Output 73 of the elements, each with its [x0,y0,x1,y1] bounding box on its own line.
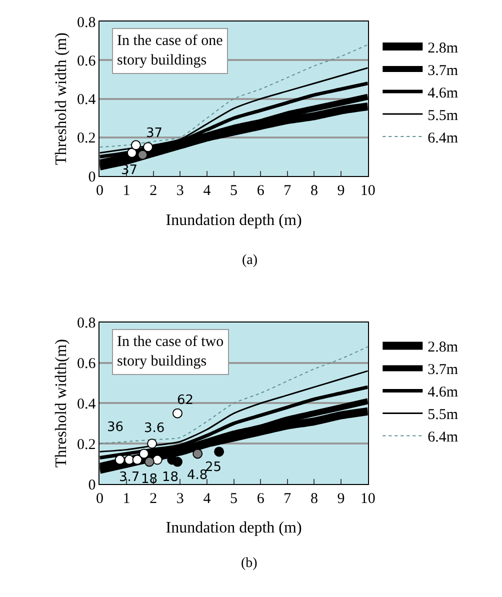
x-tick-label: 5 [230,491,238,507]
x-tick-label: 6 [256,183,265,200]
annotation: In the case of one story buildings [117,33,224,68]
annotation: 18 [162,470,179,485]
point [144,456,154,467]
legend-label: 6.4m [428,130,458,146]
y-tick-label: 0.4 [76,92,96,108]
y-axis-title: Threshold width (m) [52,32,70,166]
y-tick-label: 0.4 [76,396,96,412]
y-tick-label: 0 [88,169,96,186]
y-tick-label: 0.6 [76,53,96,70]
annotation: 25 [205,460,222,475]
y-tick-label: 0 [88,477,96,494]
y-axis-title: Threshold width(m) [52,339,70,468]
point [132,454,142,465]
legend-label: 2.8m [428,340,458,356]
x-tick-label: 8 [310,183,318,200]
point [130,140,141,150]
annotation: 62 [177,393,194,408]
y-tick-label: 0.6 [76,356,96,372]
x-tick-label: 6 [256,491,265,507]
x-tick-label: 4 [203,183,212,200]
x-tick-label: 5 [230,183,238,200]
x-tick-label: 2 [150,183,158,200]
annotation: 4.8 [187,468,208,483]
annotation: 37 [146,126,163,141]
x-tick-label: 1 [122,491,130,507]
x-tick-label: 4 [203,491,212,507]
point [192,448,203,459]
annotation: 3.6 [144,421,165,436]
legend-label: 5.5m [428,108,458,124]
point [172,408,182,418]
legend-label: 4.6m [428,384,458,401]
text: (a) [242,253,258,268]
legend-label: 3.7m [428,62,458,79]
annotation: 36 [107,420,124,435]
x-tick-label: 10 [360,183,376,200]
point [124,454,134,465]
legend-label: 3.7m [428,362,458,378]
legend-label: 6.4m [428,430,458,446]
x-tick-label: 1 [122,183,130,200]
point [126,148,137,158]
point [147,438,158,449]
point [143,142,154,152]
x-tick-label: 3 [176,491,184,507]
x-tick-label: 10 [360,491,376,507]
x-tick-label: 9 [337,491,345,507]
x-tick-label: 2 [150,491,158,507]
x-tick-label: 3 [176,183,184,200]
x-axis-title: Inundation depth (m) [166,520,302,537]
x-axis-title: Inundation depth (m) [166,212,302,229]
y-tick-label: 0.2 [76,436,96,453]
annotation: 37 [121,163,138,178]
point [138,150,148,160]
point [152,454,162,465]
legend-label: 2.8m [428,40,458,56]
point [114,454,125,465]
y-tick-label: 0.2 [76,130,96,147]
x-tick-label: 9 [337,183,345,200]
x-tick-label: 7 [284,183,292,200]
y-tick-label: 0.8 [76,14,96,31]
annotation: 18 [141,472,158,487]
legend-label: 5.5m [428,407,458,424]
point [138,448,149,459]
y-tick-label: 0.8 [76,316,96,332]
point [172,456,182,467]
annotation: In the case of two story buildings [117,334,224,370]
x-tick-label: 7 [284,491,292,507]
legend-label: 4.6m [428,85,458,102]
point [214,446,224,457]
x-tick-label: 8 [310,491,318,507]
annotation: 3.7 [119,470,140,485]
text: (b) [241,556,258,571]
